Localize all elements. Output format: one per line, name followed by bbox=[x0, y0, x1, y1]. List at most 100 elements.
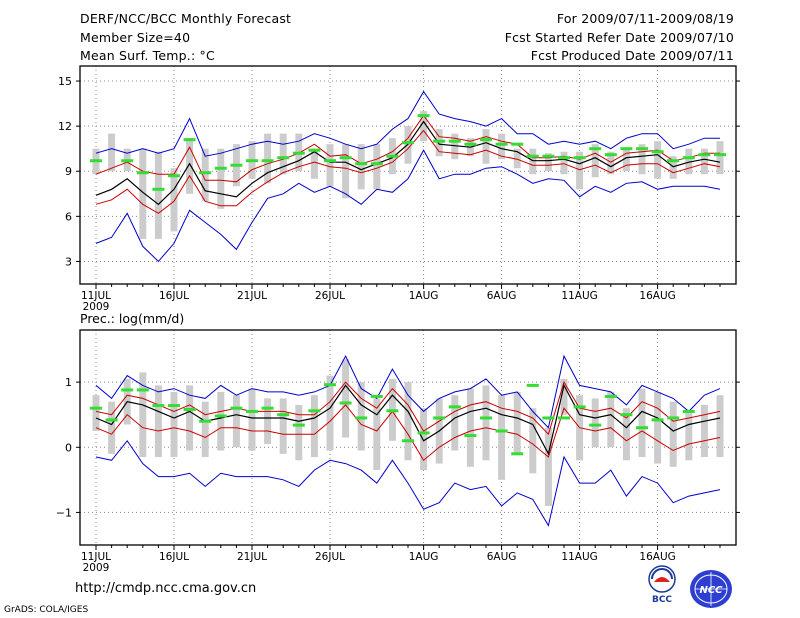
temp-obs-39 bbox=[698, 153, 711, 157]
temp-obs-2 bbox=[121, 159, 134, 163]
temp-box-4 bbox=[154, 151, 162, 239]
prec-obs-26 bbox=[495, 429, 508, 433]
prec-box-3 bbox=[139, 372, 147, 458]
temp-obs-29 bbox=[542, 154, 555, 158]
prec-obs-1 bbox=[105, 418, 118, 422]
prec-obs-28 bbox=[526, 383, 539, 387]
temp-obs-16 bbox=[339, 156, 352, 160]
temp-box-36 bbox=[654, 141, 662, 179]
temp-box-23 bbox=[451, 133, 459, 160]
prec-box-12 bbox=[279, 398, 287, 454]
temp-box-30 bbox=[560, 151, 568, 175]
temp-obs-6 bbox=[183, 138, 196, 142]
temp-obs-13 bbox=[292, 151, 305, 155]
temp-box-16 bbox=[342, 144, 350, 199]
temp-obs-33 bbox=[604, 153, 617, 157]
prec-obs-7 bbox=[199, 419, 212, 423]
temp-box-12 bbox=[279, 133, 287, 175]
variable-label-temp: Mean Surf. Temp.: °C bbox=[80, 48, 215, 63]
prec-box-5 bbox=[170, 391, 178, 458]
temp-obs-9 bbox=[230, 163, 243, 167]
temp-box-39 bbox=[700, 148, 708, 175]
prec-obs-31 bbox=[573, 405, 586, 409]
temp-xtick-label-5: 6AUG bbox=[487, 290, 517, 302]
temp-box-1 bbox=[108, 133, 116, 172]
prec-min-line bbox=[95, 439, 721, 527]
prec-box-28 bbox=[529, 408, 537, 474]
temp-obs-19 bbox=[386, 154, 399, 158]
prec-obs-14 bbox=[308, 409, 321, 413]
prec-xtick-label-0: 11JUL bbox=[81, 551, 111, 563]
prec-obs-37 bbox=[667, 416, 680, 420]
temp-obs-30 bbox=[558, 156, 570, 160]
temp-obs-8 bbox=[214, 166, 227, 170]
temp-obs-21 bbox=[417, 114, 430, 118]
temp-obs-24 bbox=[464, 142, 477, 146]
temp-obs-14 bbox=[308, 148, 321, 152]
temp-lower-line bbox=[95, 129, 721, 214]
prec-box-10 bbox=[248, 388, 256, 451]
prec-box-16 bbox=[342, 359, 350, 438]
temp-box-28 bbox=[529, 148, 537, 175]
prec-ytick-label-1: 0 bbox=[65, 441, 72, 454]
prec-mean-line bbox=[95, 383, 721, 456]
prec-box-36 bbox=[654, 391, 662, 464]
temp-box-3 bbox=[139, 148, 147, 239]
prec-box-18 bbox=[373, 398, 381, 471]
temp-box-38 bbox=[685, 148, 693, 175]
temp-obs-40 bbox=[714, 153, 726, 157]
temp-box-7 bbox=[201, 148, 209, 202]
fcst-started-date: Fcst Started Refer Date 2009/07/10 bbox=[504, 30, 734, 45]
temp-box-33 bbox=[607, 151, 615, 175]
temp-obs-38 bbox=[682, 156, 695, 160]
temp-box-6 bbox=[186, 138, 194, 194]
temp-box-11 bbox=[264, 133, 272, 184]
prec-obs-30 bbox=[558, 416, 570, 420]
prec-box-24 bbox=[466, 388, 474, 467]
prec-box-40 bbox=[716, 395, 724, 458]
temp-ytick-label-2: 9 bbox=[65, 165, 72, 178]
temp-box-32 bbox=[591, 144, 599, 178]
prec-obs-10 bbox=[246, 409, 258, 413]
prec-box-1 bbox=[108, 401, 116, 454]
temp-box-35 bbox=[638, 144, 646, 175]
prec-xtick-label-3: 26JUL bbox=[315, 551, 345, 563]
prec-obs-19 bbox=[386, 409, 399, 413]
prec-box-25 bbox=[482, 385, 490, 461]
temp-panel: 3 6 9 12 15 11JUL 16JUL 21JUL 26JUL 1AUG 6AUG 11AUG… bbox=[58, 65, 740, 313]
prec-box-37 bbox=[669, 401, 677, 467]
temp-obs-18 bbox=[370, 162, 383, 166]
prec-upper-line bbox=[95, 380, 721, 436]
temp-box-25 bbox=[482, 129, 490, 164]
prec-box-13 bbox=[295, 404, 303, 461]
prec-lower-line bbox=[95, 404, 721, 462]
temp-obs-26 bbox=[495, 142, 508, 146]
prec-obs-4 bbox=[152, 404, 165, 408]
prec-xtick-label-7: 16AUG bbox=[639, 551, 675, 563]
prec-obs-23 bbox=[448, 405, 461, 409]
temp-obs-20 bbox=[402, 141, 414, 145]
temp-ytick-label-3: 12 bbox=[58, 120, 72, 133]
temp-box-34 bbox=[622, 148, 630, 172]
prec-obs-3 bbox=[136, 388, 149, 392]
prec-obs-33 bbox=[604, 394, 617, 398]
prec-box-9 bbox=[232, 395, 240, 448]
temp-box-37 bbox=[669, 156, 677, 179]
prec-box-23 bbox=[451, 395, 459, 451]
temp-box-29 bbox=[544, 153, 552, 172]
website-url[interactable]: http://cmdp.ncc.cma.gov.cn bbox=[75, 581, 257, 596]
temp-obs-34 bbox=[620, 147, 633, 151]
forecast-period: For 2009/07/11-2009/08/19 bbox=[556, 11, 734, 26]
prec-obs-20 bbox=[402, 439, 414, 443]
temp-xtick-label-2: 21JUL bbox=[237, 290, 267, 302]
prec-obs-29 bbox=[542, 416, 555, 420]
prec-box-20 bbox=[404, 382, 412, 461]
temp-ytick-label-0: 3 bbox=[65, 255, 72, 268]
prec-xtick-label-4: 1AUG bbox=[409, 551, 439, 563]
prec-obs-8 bbox=[214, 414, 227, 418]
prec-box-21 bbox=[420, 408, 428, 471]
temp-box-21 bbox=[420, 111, 428, 142]
prec-ytick-label-0: −1 bbox=[56, 506, 72, 519]
temp-obs-22 bbox=[433, 139, 446, 143]
